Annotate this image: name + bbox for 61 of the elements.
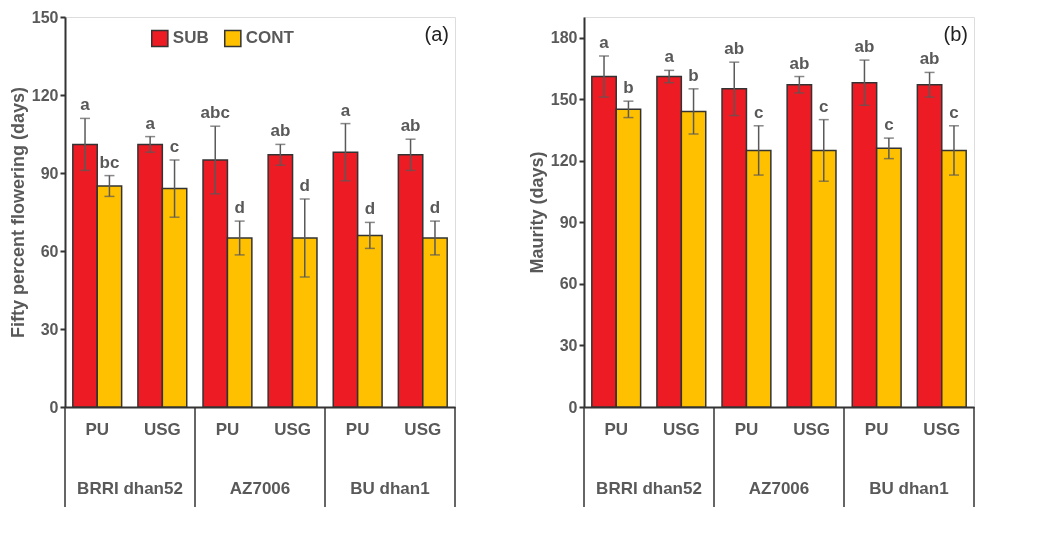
y-tick-label: 90 [40, 164, 59, 182]
x-tick-label: PU [604, 419, 629, 439]
data-label: d [234, 198, 245, 218]
data-label: a [599, 33, 610, 52]
y-tick-label: 90 [559, 213, 578, 231]
x-tick-label: PU [345, 419, 370, 439]
data-label: ab [400, 116, 421, 136]
data-label: d [429, 198, 441, 218]
legend-label: SUB [172, 28, 209, 48]
y-tick-label: 150 [31, 8, 59, 26]
y-tick-label: 60 [40, 242, 59, 260]
legend-label: CONT [245, 28, 295, 48]
x-tick-label: PU [734, 419, 759, 439]
y-tick-label: 180 [550, 29, 578, 47]
data-label: abc [200, 103, 230, 123]
x-tick-label: USG [143, 419, 181, 439]
data-label: ab [724, 39, 745, 59]
y-tick-label: 0 [568, 398, 578, 416]
data-label: b [623, 78, 634, 98]
data-label: ab [919, 49, 940, 69]
data-label: a [664, 47, 675, 67]
y-tick-label: 120 [550, 152, 578, 170]
x-tick-label: USG [662, 419, 700, 439]
data-label: bc [99, 152, 120, 172]
text: BU dhan1 [350, 479, 430, 498]
y-tick-label: 30 [559, 336, 578, 354]
y-axis-title: Maurity (days) [526, 151, 547, 274]
y-tick-label: 0 [49, 398, 59, 416]
data-label: a [80, 95, 91, 115]
data-label: d [299, 176, 310, 195]
y-axis-title: Fifty percent flowering (days) [7, 86, 28, 339]
x-tick-label: PU [864, 419, 889, 439]
y-tick-label: 60 [559, 275, 578, 293]
data-label: c [949, 102, 959, 122]
text: AZ7006 [229, 479, 291, 498]
y-tick-label: 150 [550, 90, 578, 108]
data-label: ab [270, 121, 291, 141]
y-tick-label: 120 [31, 86, 59, 104]
data-label: ab [854, 37, 875, 57]
x-tick-label: USG [923, 419, 961, 439]
chart-title: (a) [424, 23, 449, 45]
y-tick-label: 30 [40, 320, 59, 338]
x-tick-label: USG [274, 419, 311, 439]
data-label: a [145, 113, 156, 133]
data-label: b [688, 65, 699, 85]
data-label: c [884, 115, 894, 135]
data-label: d [364, 199, 376, 219]
x-tick-label: PU [215, 419, 240, 439]
data-label: c [169, 137, 180, 156]
text: BU dhan1 [869, 479, 949, 498]
x-tick-label: USG [793, 419, 830, 439]
text: BRRI dhan52 [77, 479, 183, 498]
x-tick-label: USG [404, 419, 442, 439]
text: BRRI dhan52 [596, 479, 702, 498]
data-label: ab [789, 53, 810, 73]
chart-title: (b) [943, 23, 968, 45]
data-label: c [753, 102, 764, 122]
text: AZ7006 [748, 479, 810, 498]
x-tick-label: PU [85, 419, 110, 439]
data-label: a [340, 100, 351, 120]
data-label: c [819, 96, 829, 116]
